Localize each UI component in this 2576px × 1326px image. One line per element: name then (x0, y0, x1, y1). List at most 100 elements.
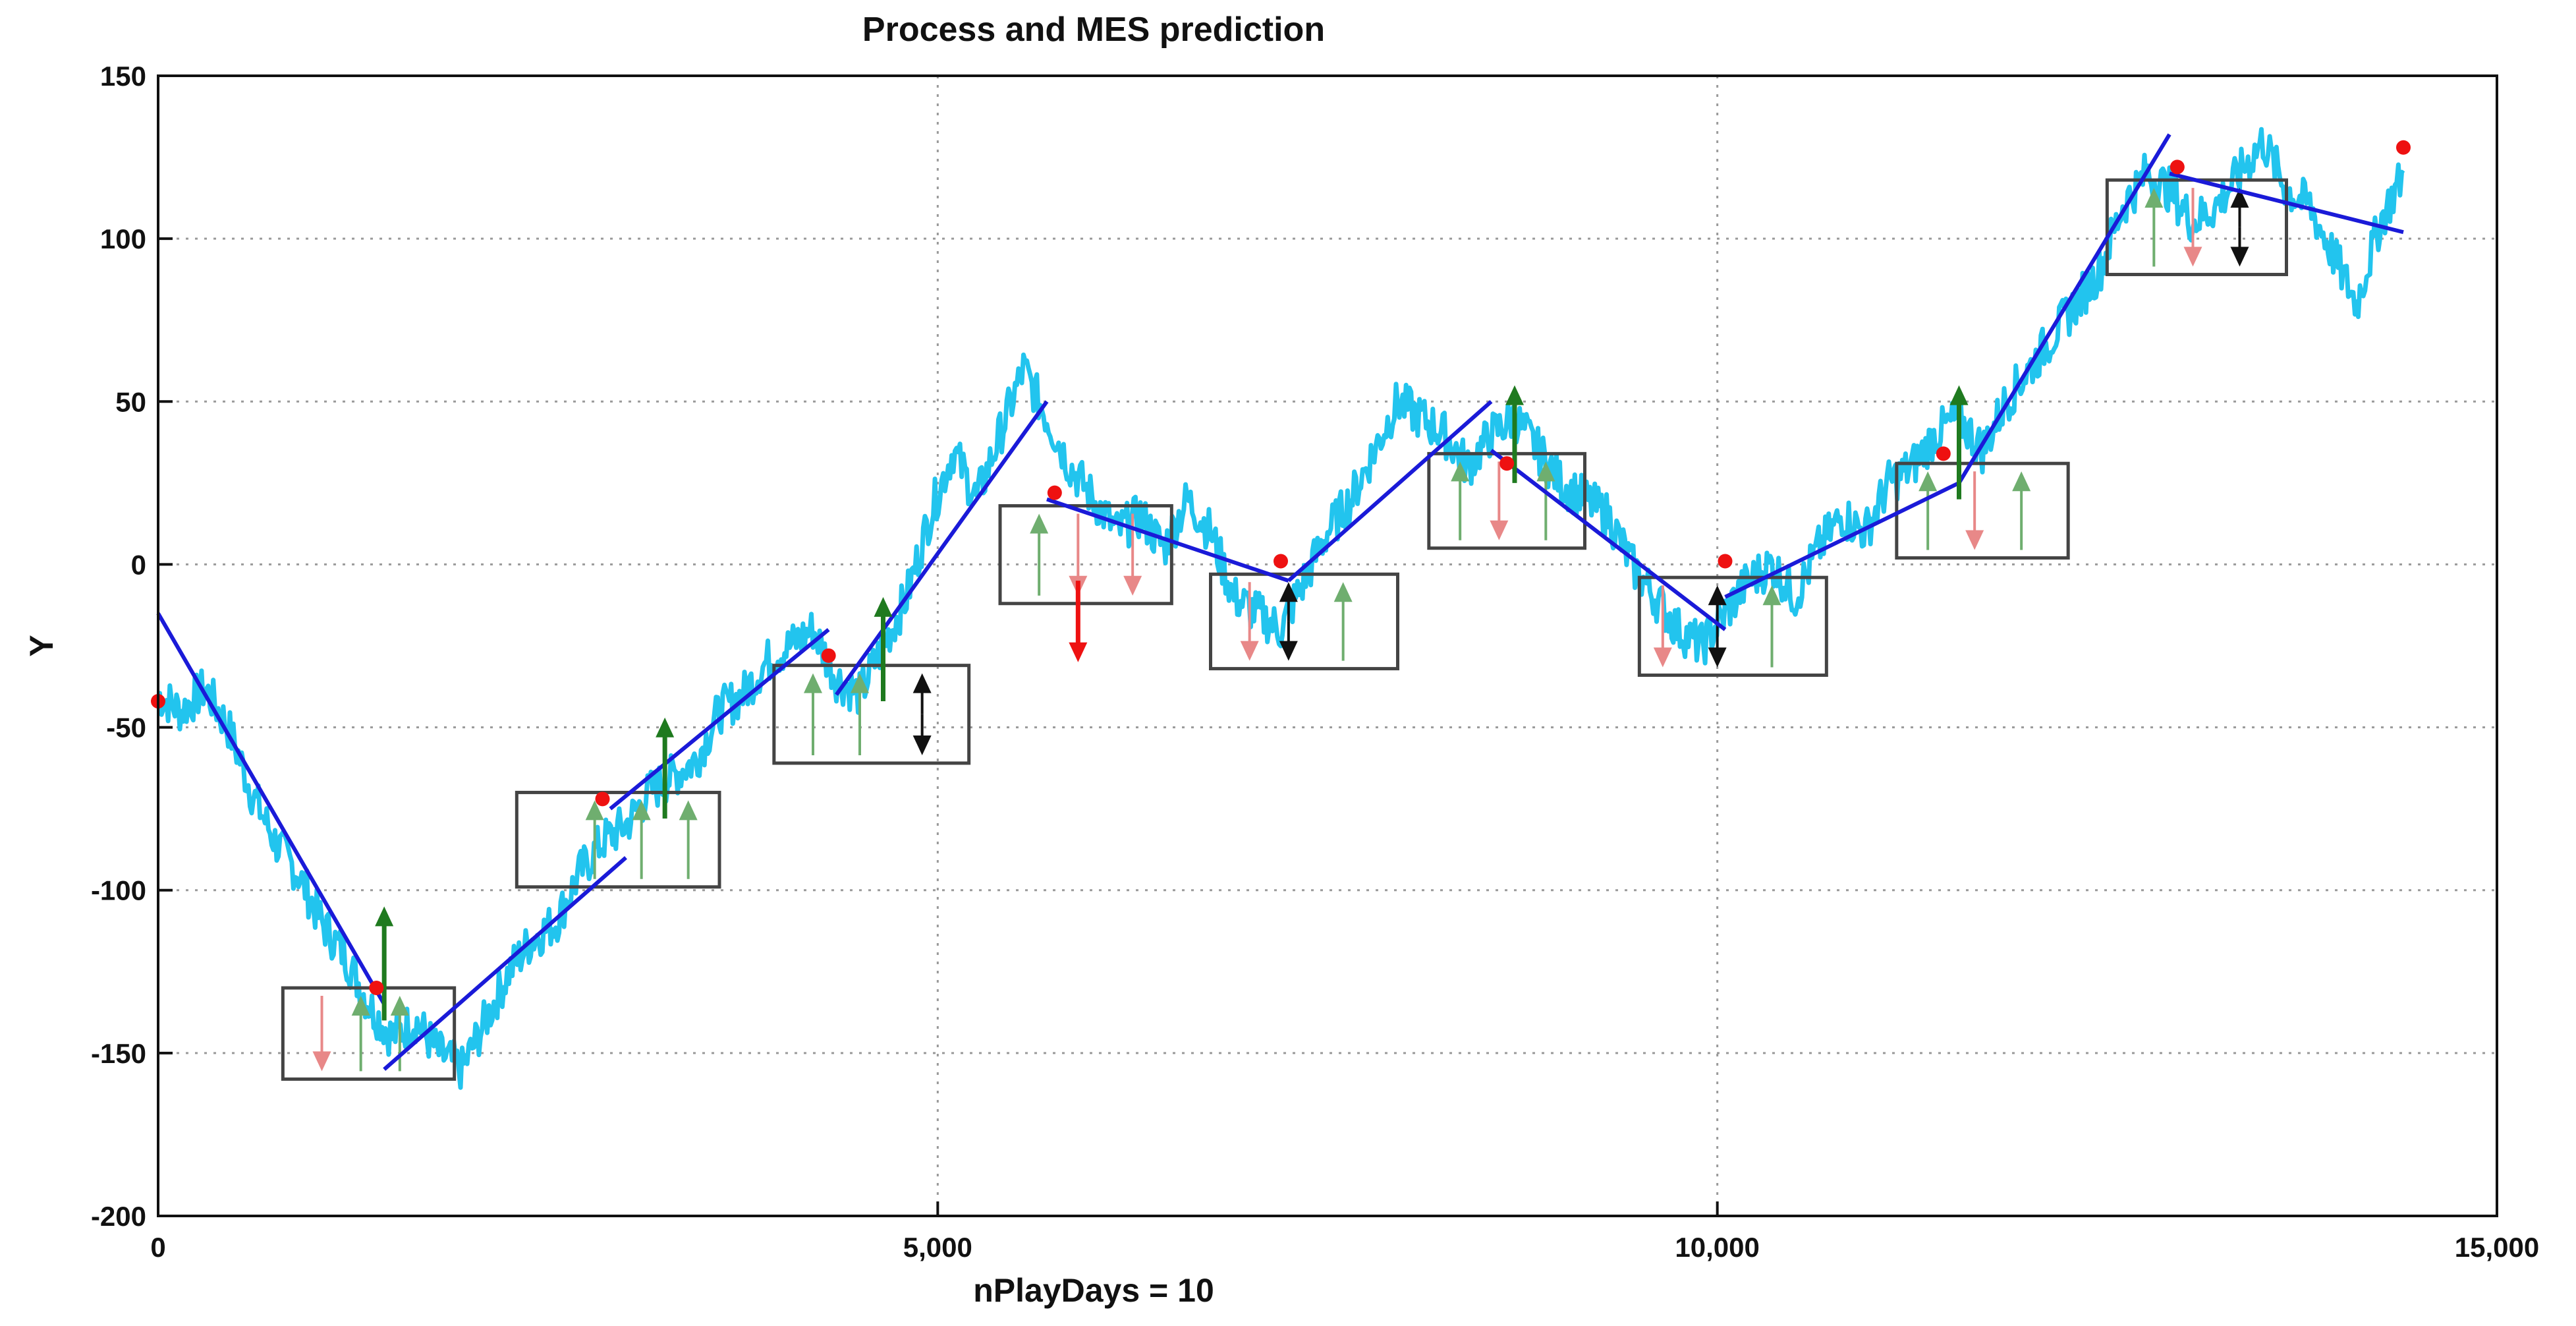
prediction-marker (369, 981, 384, 995)
plot-frame (157, 74, 2498, 1217)
prediction-box (998, 504, 1173, 606)
down-arrow (1490, 461, 1509, 540)
prediction-marker (1274, 554, 1288, 569)
down-arrow (1653, 585, 1672, 668)
up-arrow (390, 996, 409, 1072)
x-axis-title: nPlayDays = 10 (973, 1272, 1214, 1309)
box-frame (281, 986, 457, 1081)
y-axis-title: Y (23, 635, 60, 656)
trend-segment (156, 612, 386, 1006)
up-arrow (851, 673, 869, 755)
arrow-head (804, 673, 822, 693)
y-tick-label: 150 (100, 61, 146, 92)
trend-segment (609, 627, 830, 811)
prediction-marker (821, 648, 836, 663)
up-arrow (1030, 513, 1049, 596)
up-arrow (1451, 461, 1470, 540)
arrow-head (2230, 246, 2249, 267)
arrow-head (390, 996, 409, 1016)
signal-arrow (656, 717, 675, 819)
prediction-markers (151, 140, 2411, 995)
trend-segment (835, 400, 1049, 696)
box-frame (1427, 451, 1586, 550)
prediction-marker (2170, 159, 2185, 175)
arrow-head (1030, 513, 1049, 534)
box-frame (1895, 461, 2070, 560)
arrow-head (2183, 246, 2202, 267)
arrow-head (1708, 585, 1727, 606)
up-arrow (679, 800, 698, 879)
up-arrow (2012, 471, 2031, 550)
box-frame (772, 664, 971, 765)
up-arrow (585, 800, 604, 879)
prediction-box (772, 664, 971, 765)
signal-arrow (375, 906, 394, 1021)
arrow-head (1536, 461, 1555, 482)
down-arrow (2183, 188, 2202, 267)
neutral-up-arrow (2230, 188, 2249, 227)
down-arrow (1123, 513, 1142, 596)
arrow-head (1965, 530, 1984, 550)
y-tick-label: -100 (91, 875, 146, 906)
arrow-head (912, 673, 932, 693)
down-arrow (312, 996, 331, 1072)
box-frame (1637, 575, 1828, 677)
trend-segment (1957, 133, 2171, 484)
neutral-up-arrow (1279, 582, 1298, 621)
trend-segment (1724, 481, 1960, 599)
arrow-head (1490, 520, 1509, 540)
prediction-box (1209, 572, 1399, 671)
neutral-up-arrow (912, 673, 932, 714)
prediction-box (1427, 451, 1586, 550)
y-tick-label: -50 (106, 712, 146, 743)
x-tick-label: 0 (150, 1232, 165, 1263)
neutral-down-arrow (912, 714, 932, 755)
arrow-head (1123, 575, 1142, 596)
prediction-marker (1718, 554, 1733, 569)
x-tick-label: 10,000 (1675, 1232, 1759, 1263)
prediction-marker (2396, 140, 2411, 155)
arrow-head (375, 906, 394, 927)
trend-segment (2169, 171, 2404, 235)
arrow-head (632, 800, 651, 821)
trend-segment (1287, 400, 1493, 583)
prediction-box (515, 790, 721, 889)
y-tick-label: -200 (91, 1201, 146, 1232)
arrow-head (1918, 471, 1938, 492)
down-arrow (1240, 582, 1259, 661)
down-arrow (1965, 471, 1984, 550)
arrow-head (1240, 641, 1259, 661)
box-frame (998, 504, 1173, 606)
arrow-head (1653, 647, 1672, 668)
arrow-head (2144, 188, 2164, 208)
y-tick-label: -150 (91, 1038, 146, 1069)
trend-segment (1046, 497, 1289, 583)
prediction-boxes (281, 178, 2288, 1081)
arrow-head (679, 800, 698, 821)
grid (158, 76, 2497, 1216)
arrow-head (312, 1051, 331, 1072)
neutral-down-arrow (2230, 227, 2249, 267)
x-tick-label: 5,000 (903, 1232, 972, 1263)
neutral-down-arrow (1708, 626, 1727, 668)
trend-segment (383, 856, 627, 1071)
arrow-head (585, 800, 604, 821)
arrow-head (912, 735, 932, 755)
up-arrow (1333, 582, 1353, 661)
signal-arrow (874, 596, 893, 702)
arrow-head (656, 717, 675, 737)
up-arrow (1918, 471, 1938, 550)
signal-arrow (1505, 385, 1524, 483)
up-arrow (2144, 188, 2164, 267)
arrow-head (351, 996, 370, 1016)
arrow-head (874, 596, 893, 617)
arrow-head (1333, 582, 1353, 602)
up-arrow (351, 996, 370, 1072)
axis-ticks: 0 5,000 10,000 15,000 -200 -150 -100 -50 0 50 100 1… (91, 61, 2539, 1263)
up-arrow (804, 673, 822, 755)
arrow-head (1279, 582, 1298, 602)
arrow-head (1708, 647, 1727, 668)
signal-arrows (375, 385, 1969, 1021)
arrow-head (1949, 385, 1969, 405)
trend-segments (156, 133, 2404, 1071)
